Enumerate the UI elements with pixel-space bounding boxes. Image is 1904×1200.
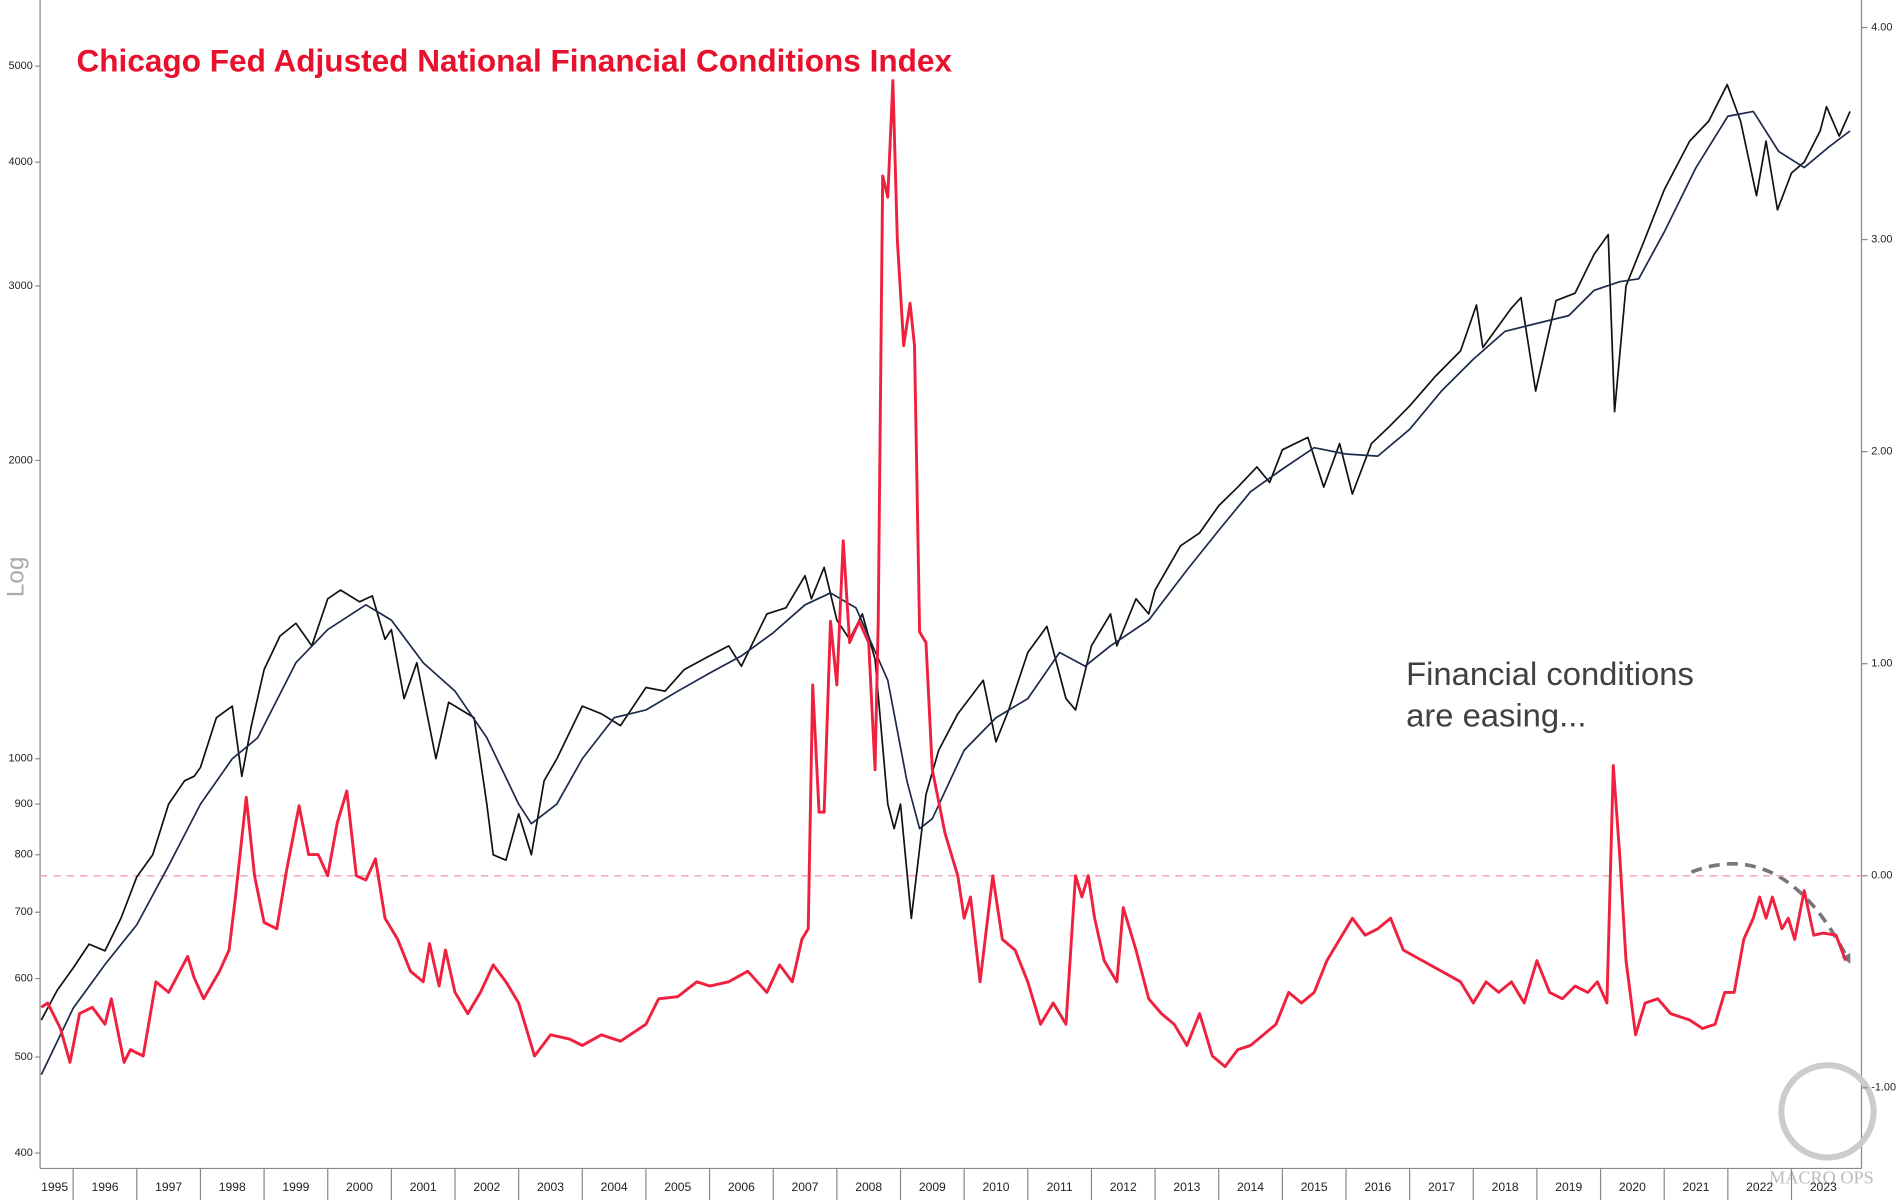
x-tick-label: 2015 xyxy=(1301,1180,1328,1194)
x-tick-label: 2009 xyxy=(919,1180,946,1194)
y-tick-label: 400 xyxy=(15,1147,33,1159)
data-line xyxy=(40,110,1851,1075)
x-tick-label: 2007 xyxy=(792,1180,819,1194)
y-tick-label: 600 xyxy=(15,972,33,984)
x-tick-label: 2019 xyxy=(1555,1180,1582,1194)
watermark-logo xyxy=(1778,1062,1877,1161)
y2-tick-label: 1.00 xyxy=(1871,658,1892,670)
x-tick-label: 2020 xyxy=(1619,1180,1646,1194)
y-tick-label: 700 xyxy=(15,906,33,918)
y2-tick-label: 3.00 xyxy=(1871,234,1892,246)
x-tick-label: 2005 xyxy=(664,1180,691,1194)
x-tick-label: 1999 xyxy=(282,1180,309,1194)
watermark: MACRO OPS xyxy=(1769,1168,1874,1188)
x-tick-label: 2004 xyxy=(601,1180,628,1194)
y2-tick-label: 2.00 xyxy=(1871,446,1892,458)
y2-tick-label: -1.00 xyxy=(1871,1082,1896,1094)
y-tick-label: 500 xyxy=(15,1051,33,1063)
x-tick-label: 2006 xyxy=(728,1180,755,1194)
x-tick-label: 2014 xyxy=(1237,1180,1264,1194)
y-tick-label: 3000 xyxy=(9,280,33,292)
x-tick-label: 2003 xyxy=(537,1180,564,1194)
x-tick-label: 2017 xyxy=(1428,1180,1455,1194)
x-tick-label: 2008 xyxy=(855,1180,882,1194)
x-tick-label: 2016 xyxy=(1364,1180,1391,1194)
x-tick-label: 2002 xyxy=(473,1180,500,1194)
y-tick-label: 1000 xyxy=(9,753,33,765)
y-tick-label: 4000 xyxy=(9,156,33,168)
data-line xyxy=(40,83,1851,1021)
y-tick-label: 2000 xyxy=(9,454,33,466)
x-tick-label: 2023 xyxy=(1810,1180,1837,1194)
x-tick-label: 2010 xyxy=(982,1180,1009,1194)
arrow xyxy=(1690,862,1851,964)
y-tick-label: 800 xyxy=(15,849,33,861)
y2-tick-label: 4.00 xyxy=(1871,21,1892,33)
annotation: are easing... xyxy=(1406,696,1586,733)
x-tick-label: 2013 xyxy=(1173,1180,1200,1194)
x-tick-label: 1998 xyxy=(219,1180,246,1194)
x-tick-label: 2021 xyxy=(1683,1180,1710,1194)
y-axis-label: Log xyxy=(2,557,29,598)
x-tick-label: 1995 xyxy=(41,1180,68,1194)
data-line xyxy=(40,79,1847,1069)
x-tick-label: 1997 xyxy=(155,1180,182,1194)
axes xyxy=(39,0,1863,1170)
y2-tick-label: 0.00 xyxy=(1871,870,1892,882)
y-tick-label: 900 xyxy=(15,798,33,810)
x-tick-label: 2018 xyxy=(1492,1180,1519,1194)
x-tick-label: 2022 xyxy=(1746,1180,1773,1194)
x-tick-label: 1996 xyxy=(91,1180,118,1194)
x-tick-label: 2001 xyxy=(410,1180,437,1194)
y-tick-label: 5000 xyxy=(9,60,33,72)
chart-title: Chicago Fed Adjusted National Financial … xyxy=(77,42,953,78)
annotation: Financial conditions xyxy=(1406,655,1694,692)
x-tick-label: 2011 xyxy=(1047,1180,1073,1194)
x-tick-label: 2012 xyxy=(1110,1180,1137,1194)
x-tick-label: 2000 xyxy=(346,1180,373,1194)
